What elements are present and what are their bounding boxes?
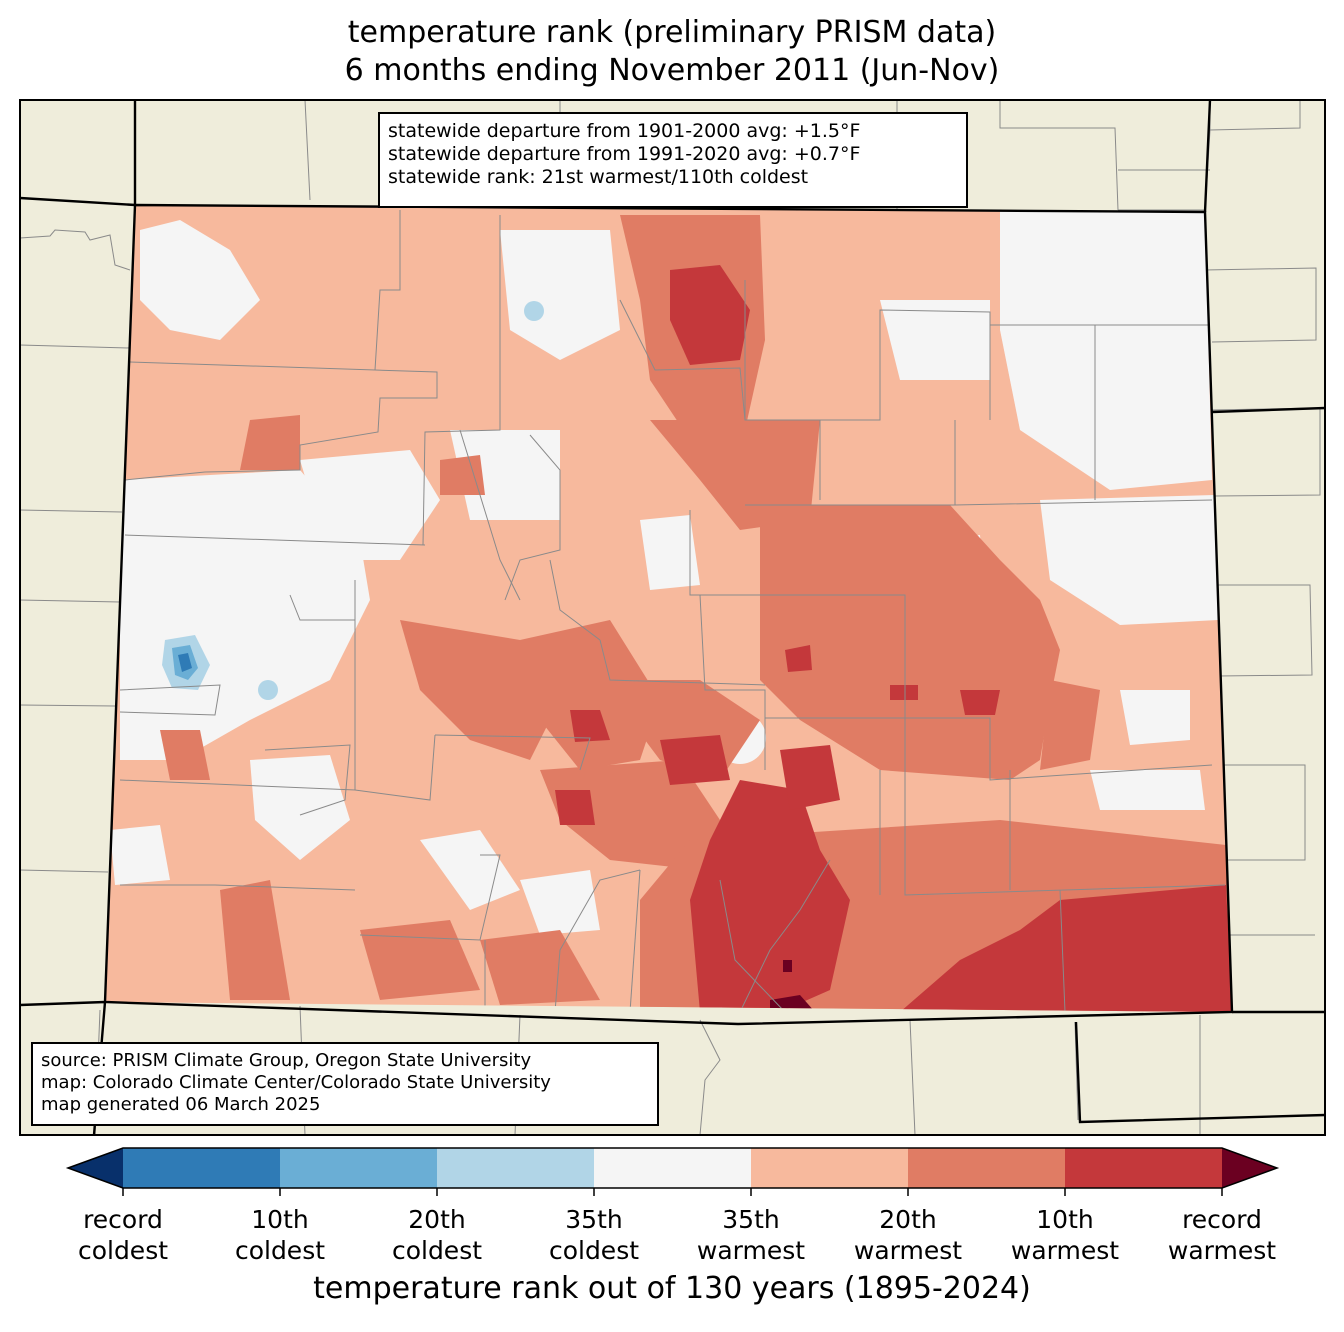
- colorbar-tick-label: 35th warmest: [671, 1204, 831, 1266]
- colorado-border: [103, 203, 1234, 1026]
- tick-label-line-1: record: [1182, 1205, 1262, 1234]
- tick-label-line-1: 20th: [408, 1205, 466, 1234]
- colorbar-extend-record-warmest: [1222, 1148, 1277, 1188]
- tick-label-line-2: coldest: [234, 1236, 326, 1265]
- tick-label-line-2: warmest: [853, 1236, 963, 1265]
- colorbar-tick-label: record warmest: [1142, 1204, 1302, 1266]
- tick-label-line-2: warmest: [1010, 1236, 1120, 1265]
- stats-line-2: statewide departure from 1991-2020 avg: …: [388, 143, 861, 165]
- tick-label-line-2: coldest: [391, 1236, 483, 1265]
- tick-label-line-2: warmest: [696, 1236, 806, 1265]
- rank-areas-10th-coldest: [178, 653, 192, 672]
- colorbar: [65, 1147, 1280, 1196]
- map-frame: [19, 99, 1326, 1136]
- stats-line-1: statewide departure from 1901-2000 avg: …: [388, 120, 861, 142]
- source-line-1: source: PRISM Climate Group, Oregon Stat…: [41, 1050, 532, 1071]
- colorado-county-lines: [119, 210, 1226, 1012]
- tick-label-line-1: record: [83, 1205, 163, 1234]
- tick-label-line-1: 35th: [565, 1205, 623, 1234]
- colorbar-tick-label: record coldest: [43, 1204, 203, 1266]
- colorbar-seg-10th-coldest: [123, 1148, 281, 1188]
- colorbar-tick-label: 20th warmest: [828, 1204, 988, 1266]
- tick-label-line-2: coldest: [77, 1236, 169, 1265]
- colorbar-tick-label: 10th warmest: [985, 1204, 1145, 1266]
- colorado-rank-field: [105, 205, 1232, 1012]
- source-line-2: map: Colorado Climate Center/Colorado St…: [41, 1072, 551, 1093]
- statewide-stats-box: statewide departure from 1901-2000 avg: …: [378, 112, 968, 208]
- rank-areas-10th-warmest: [555, 265, 1232, 1012]
- tick-label-line-1: 10th: [1036, 1205, 1094, 1234]
- colorbar-tick-label: 35th coldest: [514, 1204, 674, 1266]
- colorbar-seg-middle: [594, 1148, 752, 1188]
- stats-line-3: statewide rank: 21st warmest/110th colde…: [388, 166, 809, 188]
- colorbar-tick-label: 10th coldest: [200, 1204, 360, 1266]
- source-line-3: map generated 06 March 2025: [41, 1094, 321, 1115]
- colorbar-title: temperature rank out of 130 years (1895-…: [313, 1271, 1031, 1306]
- tick-label-line-2: coldest: [548, 1236, 640, 1265]
- colorbar-seg-35th-coldest: [437, 1148, 595, 1188]
- tick-label-line-1: 35th: [722, 1205, 780, 1234]
- map-title-line-1: temperature rank (preliminary PRISM data…: [347, 15, 997, 50]
- colorbar-tick-label: 20th coldest: [357, 1204, 517, 1266]
- colorbar-seg-35th-warmest: [751, 1148, 909, 1188]
- map-title-line-2: 6 months ending November 2011 (Jun-Nov): [344, 53, 1000, 88]
- colorbar-seg-20th-warmest: [908, 1148, 1066, 1188]
- tick-label-line-1: 20th: [879, 1205, 937, 1234]
- source-credit-box: source: PRISM Climate Group, Oregon Stat…: [31, 1042, 659, 1126]
- colorbar-seg-10th-warmest: [1065, 1148, 1223, 1188]
- tick-label-line-1: 10th: [251, 1205, 309, 1234]
- tick-label-line-2: warmest: [1167, 1236, 1277, 1265]
- colorbar-seg-20th-coldest: [280, 1148, 438, 1188]
- colorbar-extend-record-coldest: [68, 1148, 123, 1188]
